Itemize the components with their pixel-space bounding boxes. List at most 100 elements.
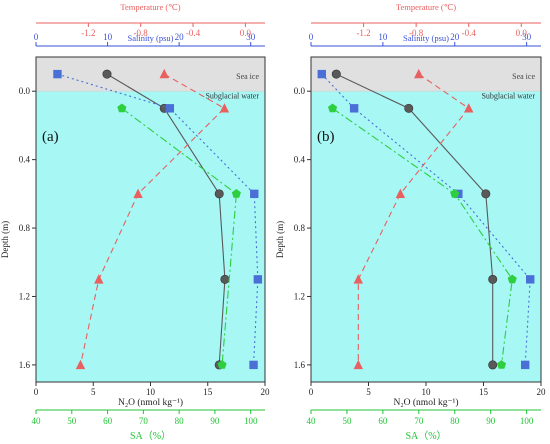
n2o-tick-label: 10 <box>146 387 156 397</box>
sea-ice-zone <box>311 57 541 92</box>
sa-tick-label: 60 <box>378 416 388 426</box>
y-tick-label: 0.8 <box>294 223 306 233</box>
sea-ice-label: Sea ice <box>512 72 535 81</box>
data-point-sa <box>328 103 338 113</box>
series-salinity <box>53 69 263 370</box>
data-point-temperature <box>94 274 104 284</box>
data-point-temperature <box>75 359 86 370</box>
temperature-tick-label: -1.2 <box>81 28 95 38</box>
salinity-tick-label: 10 <box>103 32 113 42</box>
data-point-n2o <box>102 69 112 79</box>
sa-tick-label: 90 <box>210 416 220 426</box>
series-temperature <box>75 68 230 370</box>
temperature-axis-label: Temperature (℃) <box>396 2 456 12</box>
temperature-tick-label: -0.8 <box>134 28 149 38</box>
y-tick-label: 0.0 <box>19 86 31 96</box>
data-point-temperature <box>353 359 364 370</box>
data-point-sa <box>507 274 517 284</box>
temperature-axis-label: Temperature (℃) <box>120 2 180 12</box>
temperature-tick-label: -0.8 <box>409 28 424 38</box>
sa-tick-label: 100 <box>244 416 258 426</box>
salinity-tick-label: 0 <box>309 32 314 42</box>
data-point-salinity <box>520 360 530 370</box>
data-point-temperature <box>353 274 364 284</box>
temperature-tick-label: 0.0 <box>516 28 528 38</box>
sa-tick-label: 90 <box>486 416 496 426</box>
data-point-temperature <box>159 68 169 79</box>
salinity-axis-label: Salinity (psu) <box>403 33 449 43</box>
data-point-salinity <box>53 69 62 79</box>
data-point-salinity <box>250 189 259 199</box>
sa-tick-label: 50 <box>67 416 77 426</box>
y-tick-label: 0.0 <box>294 86 306 96</box>
panel-label: (a) <box>42 129 59 145</box>
temperature-tick-label: -0.4 <box>186 28 201 38</box>
n2o-tick-label: 0 <box>34 387 39 397</box>
series-n2o <box>331 69 498 370</box>
n2o-tick-label: 15 <box>479 387 489 397</box>
salinity-tick-label: 30 <box>246 32 256 42</box>
data-point-salinity <box>317 69 326 79</box>
n2o-tick-label: 10 <box>422 387 432 397</box>
y-tick-label: 0.4 <box>294 155 306 165</box>
temperature-tick-label: 0.0 <box>240 28 252 38</box>
series-temperature <box>353 68 474 370</box>
salinity-tick-label: 30 <box>522 32 532 42</box>
data-point-n2o <box>214 189 224 199</box>
y-axis-label: Depth (m) <box>0 221 10 258</box>
sa-axis-label: SA（%） <box>405 430 446 442</box>
n2o-tick-label: 0 <box>309 387 314 397</box>
data-point-sa <box>231 189 241 198</box>
data-point-n2o <box>331 69 341 79</box>
data-point-salinity <box>349 104 359 113</box>
y-tick-label: 1.2 <box>19 291 30 301</box>
data-point-salinity <box>253 275 263 284</box>
subglacial-water-zone <box>311 91 541 383</box>
sa-tick-label: 60 <box>103 416 113 426</box>
data-point-sa <box>217 360 227 369</box>
temperature-tick-label: -1.2 <box>356 28 370 38</box>
data-point-temperature <box>133 188 143 199</box>
data-point-temperature <box>395 188 406 199</box>
sa-tick-label: 40 <box>32 416 42 426</box>
sa-tick-label: 70 <box>139 416 149 426</box>
n2o-tick-label: 20 <box>261 387 271 397</box>
sa-tick-label: 50 <box>342 416 352 426</box>
subglacial-water-label: Subglacial water <box>205 91 259 100</box>
data-point-salinity <box>526 275 535 284</box>
y-axis-label: Depth (m) <box>275 221 285 258</box>
data-point-temperature <box>464 103 474 113</box>
data-point-n2o <box>488 360 498 370</box>
data-point-n2o <box>404 103 414 113</box>
y-tick-label: 0.4 <box>19 155 31 165</box>
salinity-tick-label: 20 <box>175 32 185 42</box>
sa-axis-label: SA（%） <box>130 430 171 442</box>
y-tick-label: 1.6 <box>19 360 31 370</box>
subglacial-water-label: Subglacial water <box>481 91 535 100</box>
series-sa <box>328 103 517 369</box>
y-tick-label: 1.6 <box>294 360 306 370</box>
n2o-axis-label: N₂O (nmol kg⁻¹) <box>118 397 183 408</box>
data-point-temperature <box>219 103 230 113</box>
data-point-sa <box>496 360 507 369</box>
data-point-temperature <box>414 68 424 79</box>
salinity-tick-label: 0 <box>34 32 39 42</box>
data-point-n2o <box>488 274 498 284</box>
sa-tick-label: 70 <box>414 416 424 426</box>
salinity-tick-label: 10 <box>378 32 388 42</box>
data-point-salinity <box>249 360 258 370</box>
series-line-sa <box>332 107 513 365</box>
y-tick-label: 0.8 <box>19 223 31 233</box>
n2o-tick-label: 15 <box>203 387 213 397</box>
salinity-tick-label: 20 <box>450 32 460 42</box>
series-sa <box>117 103 241 369</box>
panel-label: (b) <box>317 129 335 145</box>
n2o-axis-label: N₂O (nmol kg⁻¹) <box>393 397 458 408</box>
subglacial-water-zone <box>36 91 265 383</box>
sa-tick-label: 100 <box>520 416 534 426</box>
n2o-tick-label: 5 <box>366 387 371 397</box>
series-line-salinity <box>57 73 259 365</box>
series-line-sa <box>121 107 237 365</box>
data-point-sa <box>450 189 460 198</box>
sa-tick-label: 80 <box>450 416 460 426</box>
